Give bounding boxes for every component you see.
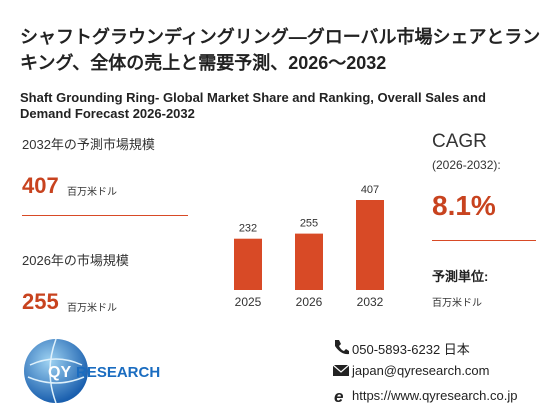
url[interactable]: https://www.qyresearch.co.jp [352,388,518,403]
bar [234,238,262,290]
logo-lines [27,338,85,404]
value-label: 407 [361,184,379,196]
value-label: 232 [239,223,257,235]
unit-value: 百万米ドル [432,298,482,309]
bar [356,200,384,290]
logo-globe [24,339,88,403]
logo-research: RESEARCH [76,364,160,381]
logo-qy: QY [48,364,71,381]
subtitle: Shaft Grounding Ring- Global Market Shar… [20,90,486,121]
bar [295,233,323,290]
bar-chart: 232 2025 255 2026 407 2032 [234,184,384,309]
current-label: 2026年の市場規模 [22,253,129,268]
email[interactable]: japan@qyresearch.com [352,363,490,378]
forecast-unit: 百万米ドル [67,187,117,198]
phone-icon [335,340,349,355]
value-label: 255 [300,218,318,230]
web-icon: e [334,387,343,406]
mail-icon [333,365,349,376]
forecast-value: 407 [22,173,59,198]
forecast-label: 2032年の予測市場規模 [22,137,155,152]
title: シャフトグラウンディングリング—グローバル市場シェアとランキング、全体の売上と需… [20,27,541,73]
unit-title: 予測単位: [432,269,489,284]
x-tick-label: 2025 [235,295,262,309]
cagr-title: CAGR [432,131,487,152]
logo: QY RESEARCH [24,338,160,404]
divider [22,215,188,216]
cagr-period: (2026-2032): [432,158,501,172]
cagr-value: 8.1% [432,190,496,221]
x-tick-label: 2032 [357,295,384,309]
phone: 050-5893-6232 日本 [352,342,470,357]
current-unit: 百万米ドル [67,303,117,314]
x-tick-label: 2026 [296,295,323,309]
mail-flap [332,364,350,373]
divider [432,240,536,241]
current-value: 255 [22,289,59,314]
contact-icons: e [332,340,350,406]
